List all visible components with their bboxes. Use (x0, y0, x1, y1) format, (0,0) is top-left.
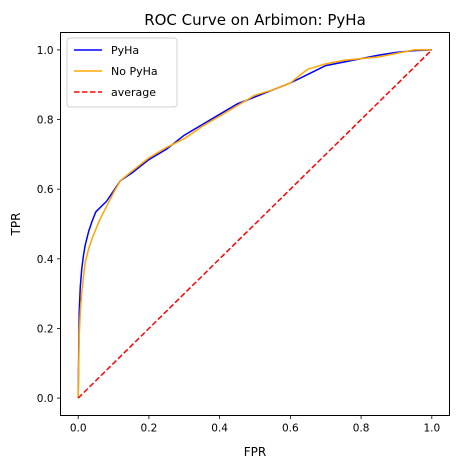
x-tick-label: 0.6 (282, 423, 299, 435)
legend: PyHa No PyHa average (66, 37, 178, 108)
y-axis-ticks: 0.0 0.2 0.4 0.6 0.8 1.0 (37, 45, 61, 405)
legend-label: No PyHa (111, 65, 158, 78)
y-tick-label: 1.0 (37, 45, 54, 57)
legend-label: PyHa (111, 44, 139, 57)
x-axis-ticks: 0.0 0.2 0.4 0.6 0.8 1.0 (70, 415, 440, 435)
legend-label: average (111, 86, 156, 99)
x-axis-label: FPR (244, 445, 266, 459)
y-tick-label: 0.0 (37, 393, 54, 405)
x-tick-label: 1.0 (423, 423, 440, 435)
y-tick-label: 0.4 (37, 254, 54, 266)
axes-frame (60, 32, 450, 416)
legend-box (66, 37, 178, 108)
series-line-no-pyha (77, 49, 432, 399)
x-tick-label: 0.8 (353, 423, 370, 435)
chart-title: ROC Curve on Arbimon: PyHa (144, 11, 366, 29)
series-line-average (77, 49, 433, 399)
x-tick-label: 0.0 (70, 423, 87, 435)
y-axis-label: TPR (9, 213, 23, 237)
y-tick-label: 0.2 (37, 323, 54, 335)
series-line-pyha (77, 49, 432, 399)
plot-area (77, 49, 433, 399)
y-tick-label: 0.6 (37, 184, 54, 196)
x-tick-label: 0.2 (141, 423, 158, 435)
x-tick-label: 0.4 (211, 423, 228, 435)
y-tick-label: 0.8 (37, 115, 54, 127)
